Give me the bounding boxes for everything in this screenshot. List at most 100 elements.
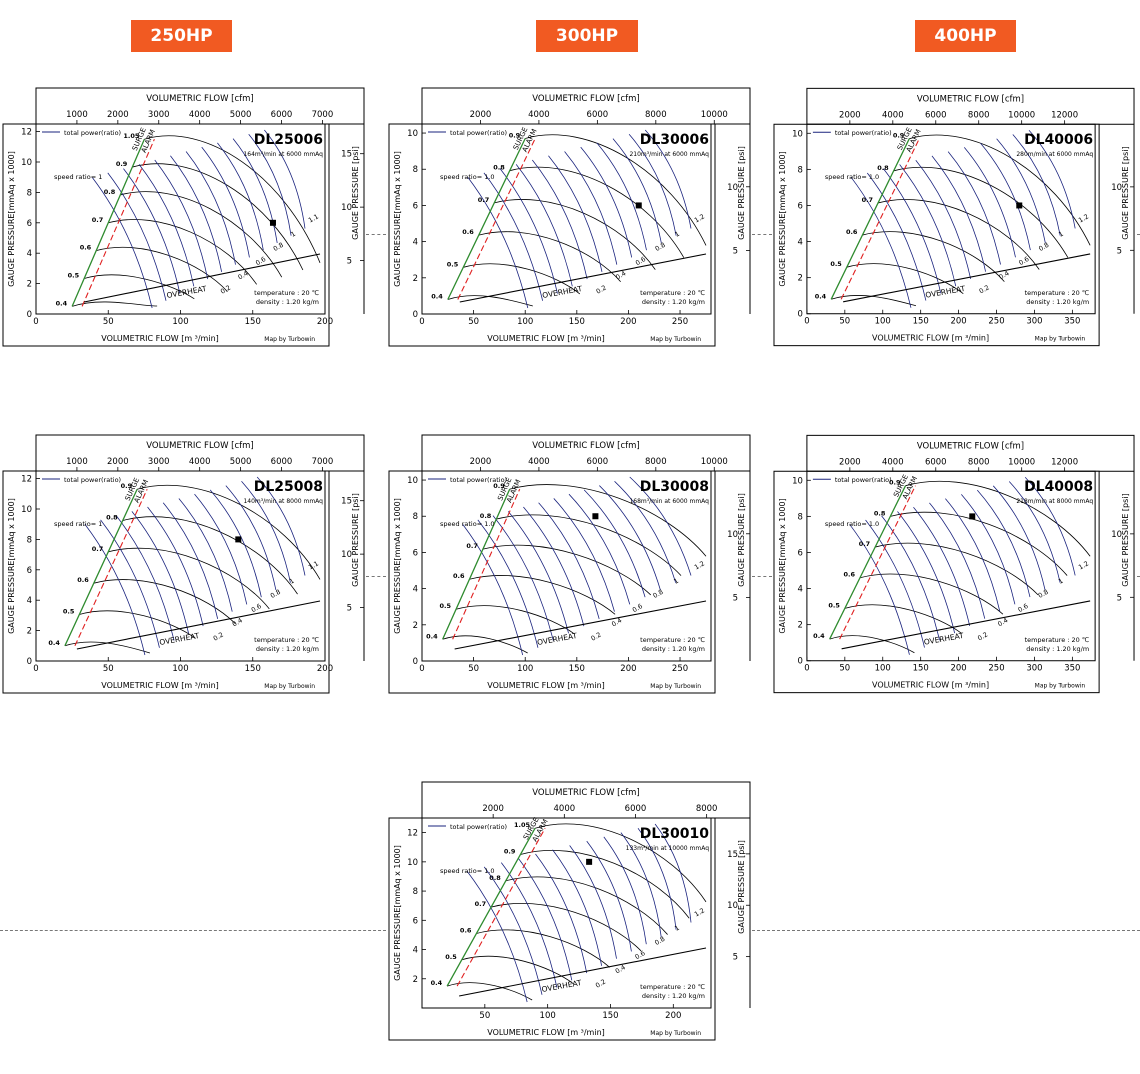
credit-label: Map by Turbowin: [650, 683, 701, 690]
power-curve: [1008, 481, 1061, 583]
alarm-line: [840, 138, 920, 300]
psi-tick-label: 10: [727, 530, 738, 540]
power-curve: [483, 866, 543, 995]
model-title: DL30010: [640, 826, 710, 842]
density-label: density : 1.20 kg/m: [1026, 298, 1089, 306]
power-curve: [849, 524, 910, 655]
speed-ratio-label: 0.8: [480, 512, 492, 520]
speed-ratio-label: 0.6: [460, 926, 472, 934]
temperature-label: temperature : 20 ℃: [640, 636, 705, 644]
psi-tick-label: 15: [727, 850, 738, 860]
x-tick-label: 100: [517, 317, 533, 327]
x-tick-label: 50: [839, 316, 850, 326]
power-curve: [899, 164, 957, 287]
model-title: DL25008: [254, 479, 323, 495]
top-axis-title: VOLUMETRIC FLOW [cfm]: [532, 94, 640, 104]
y2-axis-title: GAUGE PRESSURE [psi]: [351, 493, 360, 587]
speed-curve: [447, 982, 533, 1001]
x-tick-label: 0: [804, 663, 809, 673]
model-title: DL25006: [254, 132, 323, 148]
outer-frame: [388, 123, 716, 347]
cfm-tick-label: 5000: [230, 110, 252, 120]
x-tick-label: 200: [620, 664, 636, 674]
power-curve: [961, 494, 1016, 605]
y-tick-label: 6: [798, 200, 803, 210]
x-tick-label: 150: [569, 664, 585, 674]
x-tick-label: 200: [951, 663, 967, 673]
power-curve: [881, 515, 940, 641]
speed-ratio-label: 0.7: [475, 900, 487, 908]
psi-tick-label: 10: [341, 203, 352, 213]
speed-ratio-label: 1.05: [123, 132, 140, 140]
separator-row1-c: [1137, 234, 1140, 235]
credit-label: Map by Turbowin: [264, 336, 315, 343]
speed-curve: [862, 231, 1005, 282]
psi-tick-label: 5: [733, 246, 738, 256]
separator-row3-left: [0, 930, 386, 931]
speed-ratio-label: 0.6: [846, 228, 858, 236]
speed-curve: [469, 575, 616, 615]
plot-frame: [421, 470, 712, 662]
x-tick-label: 200: [620, 317, 636, 327]
power-curve: [462, 523, 524, 656]
speed-ratio-title: speed ratio= 1.0: [440, 867, 495, 875]
speed-curve: [534, 823, 707, 903]
speed-ratio-label: 0.9: [116, 160, 128, 168]
power-curve: [178, 498, 233, 612]
power-curve: [629, 476, 692, 576]
power-curve: [620, 832, 662, 938]
plot-frame: [421, 817, 712, 1009]
speed-ratio-label: 0.9: [509, 131, 521, 139]
speed-curve: [108, 547, 270, 610]
speed-curve: [84, 274, 195, 300]
legend-label: total power(ratio): [835, 129, 892, 137]
temperature-label: temperature : 20 ℃: [640, 983, 705, 991]
x-tick-label: 200: [317, 317, 333, 327]
alarm-line: [74, 489, 148, 647]
separator-row1-b: [752, 234, 772, 235]
power-curve: [614, 481, 677, 583]
x-tick-label: 0: [33, 664, 38, 674]
psi-tick-label: 10: [727, 901, 738, 911]
x-axis-title: VOLUMETRIC FLOW [m ³/min]: [487, 681, 605, 690]
y-tick-label: 2: [798, 620, 803, 630]
x-tick-label: 350: [1064, 316, 1080, 326]
cfm-tick-label: 4000: [882, 456, 904, 466]
surge-line: [446, 827, 536, 987]
separator-row2-a: [366, 576, 386, 577]
top-axis-frame: [806, 87, 1135, 125]
power-ratio-label: 1: [288, 577, 296, 586]
power-curve: [1024, 476, 1076, 576]
y-tick-label: 10: [21, 505, 32, 515]
legend-label: total power(ratio): [835, 476, 892, 484]
x-axis-title: VOLUMETRIC FLOW [m ³/min]: [487, 334, 605, 343]
density-label: density : 1.20 kg/m: [642, 298, 705, 306]
speed-ratio-label: 0.7: [859, 540, 870, 548]
separator-row3-right: [752, 930, 1140, 931]
density-label: density : 1.20 kg/m: [256, 298, 319, 306]
temperature-label: temperature : 20 ℃: [1025, 636, 1090, 644]
model-title: DL40008: [1024, 479, 1093, 495]
density-label: density : 1.20 kg/m: [1026, 645, 1089, 653]
power-curve: [583, 489, 646, 598]
speed-ratio-label: 0.8: [489, 874, 501, 882]
y-tick-label: 6: [413, 548, 418, 558]
model-spec: 133m³/min at 10000 mmAq: [626, 845, 710, 852]
power-curve: [241, 481, 291, 583]
speed-ratio-label: 0.6: [77, 576, 89, 584]
cfm-tick-label: 8000: [645, 457, 667, 467]
speed-curve: [875, 542, 1039, 596]
cfm-tick-label: 10000: [701, 457, 728, 467]
speed-curve: [890, 511, 1068, 576]
power-curve: [603, 836, 647, 945]
power-curve: [499, 168, 558, 294]
density-label: density : 1.20 kg/m: [642, 645, 705, 653]
cfm-tick-label: 8000: [645, 110, 667, 120]
power-curve: [201, 146, 250, 258]
speed-curve: [905, 480, 1091, 557]
psi-tick-label: 15: [341, 150, 352, 160]
speed-ratio-label: 0.8: [877, 164, 889, 172]
speed-curve: [120, 191, 283, 278]
power-curve: [1012, 134, 1061, 236]
overheat-line: [841, 600, 1091, 650]
